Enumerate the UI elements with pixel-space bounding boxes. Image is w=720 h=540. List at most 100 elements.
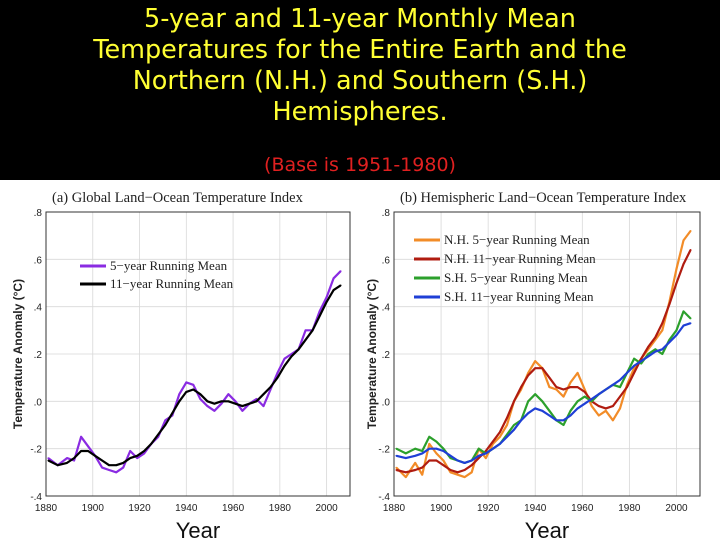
- data-point: [449, 469, 452, 471]
- data-point: [576, 386, 579, 389]
- data-point: [325, 301, 328, 303]
- x-tick-label: 2000: [315, 503, 338, 514]
- data-point: [435, 447, 438, 450]
- data-point: [157, 433, 160, 436]
- series-line: [396, 249, 692, 474]
- data-point: [164, 424, 167, 426]
- data-point: [428, 447, 431, 450]
- data-point: [404, 471, 407, 474]
- data-point: [178, 400, 181, 403]
- data-point: [506, 435, 508, 438]
- data-point: [234, 402, 237, 405]
- data-point: [276, 372, 279, 374]
- data-point: [484, 452, 487, 455]
- data-point: [199, 398, 202, 400]
- data-point: [477, 454, 480, 457]
- y-tick-label: .4: [34, 303, 43, 314]
- data-point: [506, 417, 508, 419]
- data-point: [583, 402, 586, 405]
- data-point: [548, 409, 551, 412]
- data-point: [682, 263, 685, 265]
- data-point: [619, 379, 621, 381]
- x-tick-label: 1920: [477, 503, 500, 514]
- data-point: [562, 424, 565, 426]
- data-point: [541, 367, 544, 370]
- data-point: [442, 450, 445, 452]
- data-point: [318, 315, 321, 318]
- data-point: [87, 450, 89, 452]
- data-point: [499, 431, 501, 433]
- x-tick-label: 1900: [430, 503, 453, 514]
- y-tick-label: .8: [382, 208, 391, 219]
- data-point: [569, 386, 572, 389]
- data-point: [675, 267, 678, 270]
- data-point: [682, 310, 685, 313]
- data-point: [435, 440, 438, 443]
- data-point: [555, 386, 558, 389]
- data-point: [463, 461, 466, 464]
- data-point: [421, 466, 424, 469]
- data-point: [548, 376, 551, 379]
- x-tick-label: 1960: [222, 503, 245, 514]
- data-point: [513, 424, 515, 426]
- data-point: [689, 322, 692, 325]
- data-point: [325, 296, 328, 299]
- data-point: [612, 383, 614, 386]
- data-point: [339, 270, 342, 273]
- x-tick-label: 1920: [128, 503, 151, 514]
- data-point: [318, 310, 321, 313]
- data-point: [682, 324, 685, 327]
- data-point: [689, 317, 692, 320]
- data-point: [619, 386, 621, 389]
- data-point: [499, 443, 501, 445]
- data-point: [576, 400, 579, 403]
- data-point: [562, 395, 565, 398]
- x-tick-label: 1940: [524, 503, 547, 514]
- data-point: [506, 424, 508, 426]
- data-point: [619, 407, 621, 410]
- y-tick-label: -.2: [378, 445, 390, 456]
- data-point: [569, 409, 572, 412]
- data-point: [192, 383, 195, 386]
- data-point: [248, 402, 251, 405]
- data-point: [47, 459, 50, 462]
- data-point: [262, 393, 265, 396]
- x-tick-label: 2000: [665, 503, 688, 514]
- y-tick-label: -.2: [30, 445, 42, 456]
- data-point: [456, 471, 459, 474]
- data-point: [199, 393, 202, 396]
- x-tick-label: 1980: [269, 503, 292, 514]
- data-point: [477, 457, 480, 460]
- data-point: [541, 409, 544, 412]
- data-point: [136, 457, 139, 460]
- data-point: [150, 443, 153, 445]
- data-point: [136, 454, 139, 457]
- data-point: [283, 357, 286, 360]
- chart-title: (a) Global Land−Ocean Temperature Index: [52, 190, 304, 206]
- data-point: [647, 355, 650, 358]
- data-point: [484, 450, 487, 452]
- data-point: [395, 447, 398, 450]
- data-point: [640, 362, 643, 365]
- title-band: [0, 0, 720, 180]
- data-point: [73, 457, 75, 460]
- data-point: [654, 348, 657, 351]
- data-point: [576, 407, 579, 410]
- y-tick-label: .2: [34, 350, 43, 361]
- data-point: [569, 414, 572, 417]
- data-point: [527, 412, 530, 415]
- data-point: [534, 393, 537, 396]
- data-point: [520, 419, 523, 422]
- data-point: [213, 409, 216, 412]
- data-point: [541, 400, 544, 403]
- y-tick-label: .2: [382, 350, 391, 361]
- data-point: [269, 386, 272, 389]
- data-point: [612, 419, 614, 422]
- data-point: [590, 405, 593, 407]
- data-point: [192, 388, 195, 391]
- data-point: [185, 390, 188, 393]
- data-point: [668, 303, 671, 306]
- data-point: [80, 435, 82, 438]
- legend-label: S.H. 11−year Running Mean: [444, 289, 594, 304]
- data-point: [640, 357, 643, 360]
